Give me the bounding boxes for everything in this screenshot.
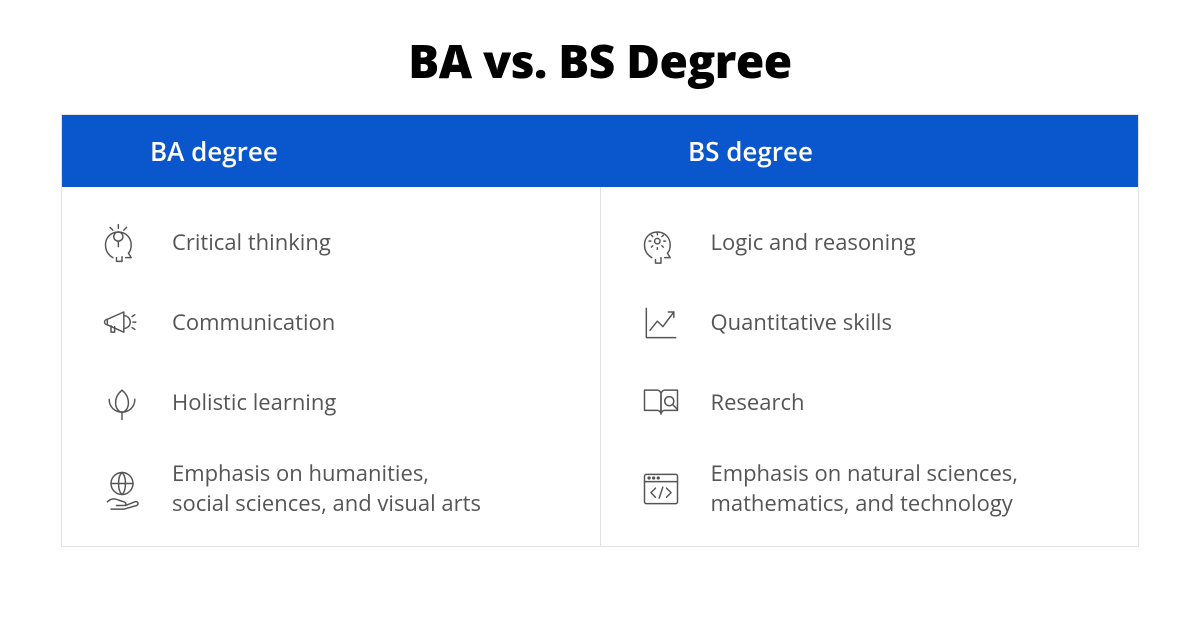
bs-header: BS degree bbox=[600, 115, 1138, 187]
list-item: Critical thinking bbox=[98, 219, 570, 267]
list-item: Communication bbox=[98, 299, 570, 347]
item-label: Quantitative skills bbox=[711, 308, 892, 338]
bs-column: Logic and reasoning Quantitative skills bbox=[601, 187, 1139, 546]
list-item: Quantitative skills bbox=[637, 299, 1109, 347]
list-item: Research bbox=[637, 379, 1109, 427]
item-label: Emphasis on humanities,social sciences, … bbox=[172, 459, 481, 518]
ba-header: BA degree bbox=[62, 115, 600, 187]
item-label: Holistic learning bbox=[172, 388, 336, 418]
book-search-icon bbox=[637, 379, 685, 427]
comparison-table: BA degree BS degree Critical thinking bbox=[61, 114, 1139, 547]
globe-hand-icon bbox=[98, 465, 146, 513]
ba-column: Critical thinking Communication bbox=[62, 187, 601, 546]
head-lightbulb-icon bbox=[98, 219, 146, 267]
table-body-row: Critical thinking Communication bbox=[62, 187, 1138, 546]
list-item: Holistic learning bbox=[98, 379, 570, 427]
list-item: Logic and reasoning bbox=[637, 219, 1109, 267]
lotus-icon bbox=[98, 379, 146, 427]
table-header-row: BA degree BS degree bbox=[62, 115, 1138, 187]
item-label: Communication bbox=[172, 308, 335, 338]
list-item: Emphasis on humanities,social sciences, … bbox=[98, 459, 570, 518]
item-label: Critical thinking bbox=[172, 228, 331, 258]
page-title: BA vs. BS Degree bbox=[408, 30, 792, 92]
megaphone-icon bbox=[98, 299, 146, 347]
item-label: Emphasis on natural sciences,mathematics… bbox=[711, 459, 1018, 518]
item-label: Logic and reasoning bbox=[711, 228, 916, 258]
list-item: Emphasis on natural sciences,mathematics… bbox=[637, 459, 1109, 518]
code-window-icon bbox=[637, 465, 685, 513]
chart-line-icon bbox=[637, 299, 685, 347]
item-label: Research bbox=[711, 388, 805, 418]
head-gear-icon bbox=[637, 219, 685, 267]
